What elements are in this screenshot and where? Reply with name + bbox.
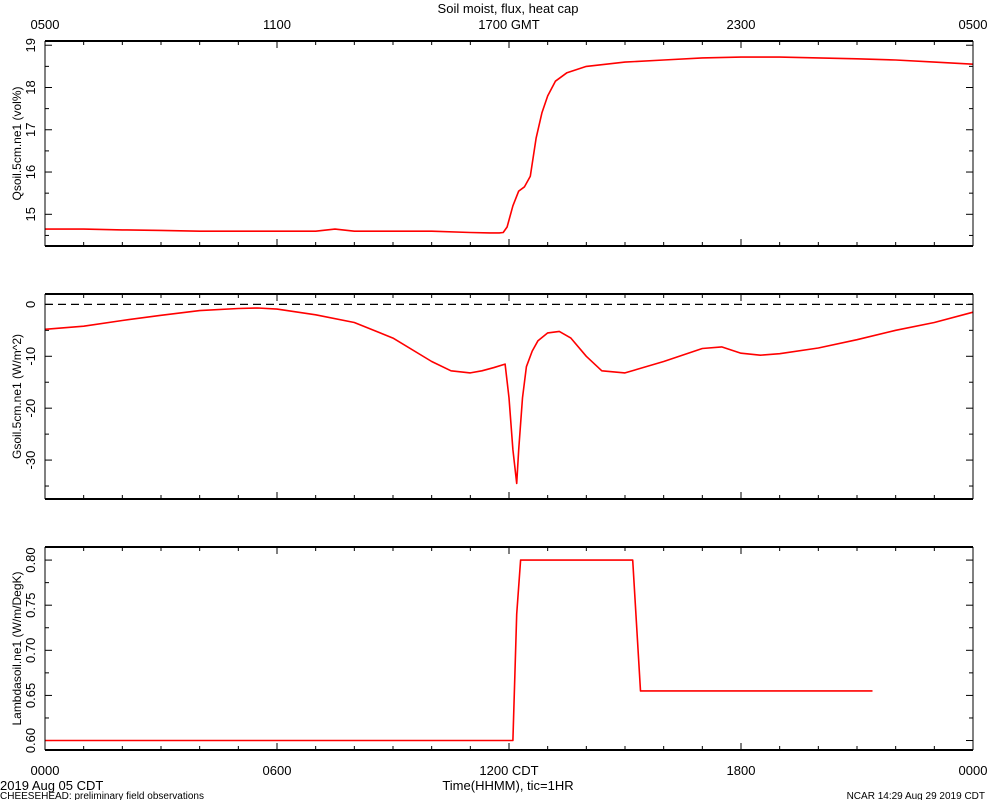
series-line — [45, 559, 873, 742]
y-tick-label: 0 — [23, 301, 38, 308]
top-tick-label: 1700 GMT — [478, 17, 539, 32]
y-tick-label: 0.65 — [23, 683, 38, 708]
chart-panel: 15 16 17 18 19 Qsoil.5cm.ne1 (vol%) — [10, 38, 974, 247]
x-axis-label: Time(HHMM), tic=1HR — [442, 778, 573, 793]
date-label: 2019 Aug 05 CDT — [0, 778, 103, 793]
y-axis-label: Qsoil.5cm.ne1 (vol%) — [10, 86, 24, 200]
series-line — [44, 307, 974, 485]
y-tick-label: 16 — [23, 165, 38, 179]
chart-panels: 15 16 17 18 19 Qsoil.5cm.ne1 (vol%) 0 -10 -20 -30… — [10, 38, 974, 753]
y-tick-label: 17 — [23, 123, 38, 137]
y-tick-label: -30 — [23, 451, 38, 470]
top-axis: 0500 1100 1700 GMT 2300 0500 — [31, 17, 988, 32]
y-axis-label: Lambdasoil.ne1 (W/m/DegK) — [10, 571, 24, 725]
bottom-tick-label: 0600 — [263, 763, 292, 778]
y-axis-label: Gsoil.5cm.ne1 (W/m^2) — [10, 334, 24, 459]
top-tick-label: 2300 — [727, 17, 756, 32]
chart-title: Soil moist, flux, heat cap — [438, 1, 579, 16]
top-tick-label: 0500 — [959, 17, 988, 32]
footer-right: NCAR 14:29 Aug 29 2019 CDT — [847, 791, 985, 800]
bottom-tick-label: 0000 — [31, 763, 60, 778]
y-tick-label: 19 — [23, 38, 38, 52]
top-tick-label: 0500 — [31, 17, 60, 32]
y-tick-label: 15 — [23, 207, 38, 221]
bottom-tick-label: 0000 — [959, 763, 988, 778]
top-tick-label: 1100 — [263, 17, 291, 32]
y-tick-label: -10 — [23, 347, 38, 366]
y-tick-label: 0.60 — [23, 728, 38, 753]
y-tick-label: 0.75 — [23, 593, 38, 618]
footer-left: CHEESEHEAD: preliminary field observatio… — [0, 791, 204, 800]
y-tick-label: 0.70 — [23, 638, 38, 663]
bottom-tick-label: 1800 — [727, 763, 756, 778]
y-tick-label: 0.80 — [23, 547, 38, 572]
bottom-tick-label: 1200 CDT — [479, 763, 538, 778]
y-tick-label: 18 — [23, 80, 38, 94]
y-tick-label: -20 — [23, 399, 38, 418]
series-line — [45, 56, 974, 234]
bottom-axis: 0000 0600 1200 CDT 1800 0000 — [31, 763, 988, 778]
